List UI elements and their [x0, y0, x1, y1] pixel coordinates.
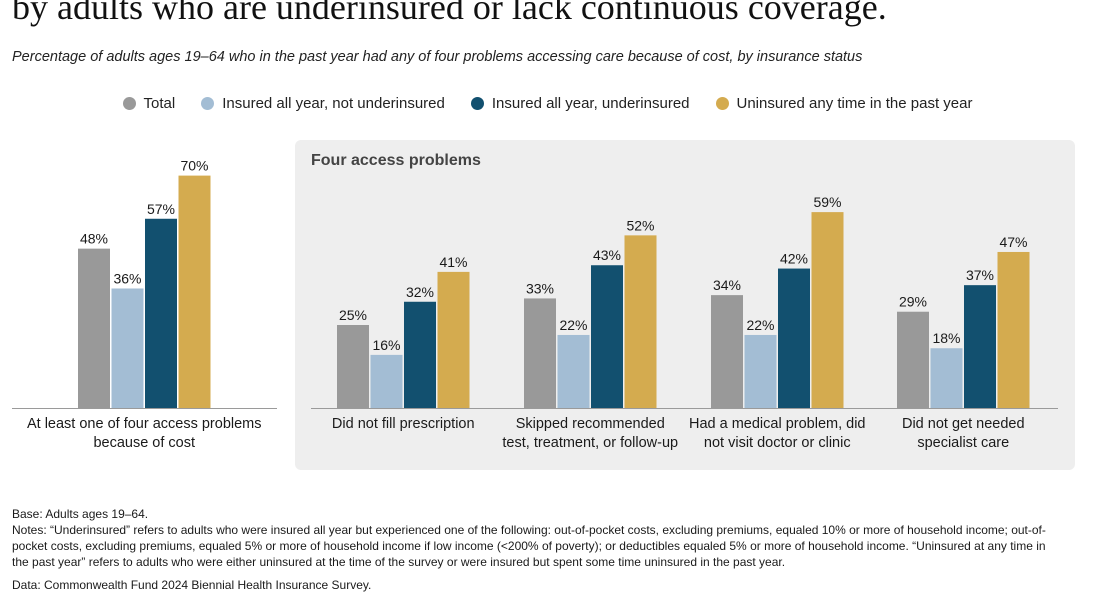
- legend-item-insured-underinsured: Insured all year, underinsured: [470, 95, 690, 112]
- bar-insured-all-year-underinsured-cat5: [964, 285, 996, 408]
- bar-insured-all-year-not-underinsured-cat1: [111, 288, 144, 408]
- bar-chart: 48% 36% 57% 70% At least one of four access …: [12, 158, 1058, 451]
- data-label-uninsured-any-time-in-the-past-year-cat1: 70%: [180, 158, 208, 174]
- legend-swatch-total: [122, 97, 136, 110]
- bar-insured-all-year-not-underinsured-cat5: [930, 348, 963, 408]
- data-label-total-cat1: 48%: [80, 231, 108, 247]
- footnotes: Base: Adults ages 19–64. Notes: “Underin…: [12, 506, 1062, 593]
- data-label-total-cat5: 29%: [899, 294, 927, 310]
- category-label-5-line-2: specialist care: [917, 435, 1009, 451]
- chart-subtitle: Percentage of adults ages 19–64 who in t…: [12, 49, 863, 65]
- bar-insured-all-year-underinsured-cat4: [778, 268, 810, 408]
- panel-title: Four access problems: [311, 152, 481, 169]
- data-label-insured-all-year-underinsured-cat3: 43%: [593, 247, 621, 263]
- data-label-uninsured-any-time-in-the-past-year-cat5: 47%: [999, 234, 1027, 250]
- bar-insured-all-year-underinsured-cat3: [591, 265, 623, 408]
- legend-label-insured-not-underinsured: Insured all year, not underinsured: [222, 95, 445, 112]
- data-label-insured-all-year-underinsured-cat1: 57%: [147, 201, 175, 217]
- bar-uninsured-any-time-in-the-past-year-cat4: [811, 212, 844, 408]
- data-label-total-cat2: 25%: [339, 307, 367, 323]
- bar-total-cat2: [337, 325, 369, 408]
- category-label-5-line-1: Did not get needed: [902, 416, 1025, 432]
- footnote-base: Base: Adults ages 19–64.: [12, 507, 149, 521]
- legend-item-insured-not-underinsured: Insured all year, not underinsured: [201, 95, 445, 112]
- bar-insured-all-year-not-underinsured-cat2: [370, 354, 403, 408]
- data-label-insured-all-year-not-underinsured-cat1: 36%: [113, 270, 141, 286]
- category-label-1-line-2: because of cost: [93, 435, 195, 451]
- category-label-4-line-1: Had a medical problem, did: [689, 416, 866, 432]
- bar-insured-all-year-not-underinsured-cat3: [557, 334, 590, 408]
- data-label-insured-all-year-not-underinsured-cat4: 22%: [746, 317, 774, 333]
- category-label-1-line-1: At least one of four access problems: [27, 416, 262, 432]
- category-label-2-line-1: Did not fill prescription: [332, 416, 475, 432]
- data-label-insured-all-year-underinsured-cat2: 32%: [406, 284, 434, 300]
- bar-total-cat4: [711, 295, 743, 408]
- bar-uninsured-any-time-in-the-past-year-cat2: [437, 271, 470, 408]
- legend-swatch-uninsured: [715, 97, 729, 110]
- data-label-insured-all-year-not-underinsured-cat2: 16%: [372, 337, 400, 353]
- legend: Total Insured all year, not underinsured…: [0, 95, 1095, 112]
- legend-label-insured-underinsured: Insured all year, underinsured: [491, 95, 690, 112]
- chart-title: by adults who are underinsured or lack c…: [12, 0, 887, 27]
- data-label-uninsured-any-time-in-the-past-year-cat4: 59%: [813, 194, 841, 210]
- bar-total-cat3: [524, 298, 556, 408]
- bar-insured-all-year-underinsured-cat1: [145, 218, 177, 408]
- bar-total-cat1: [78, 248, 110, 408]
- category-label-4-line-2: not visit doctor or clinic: [704, 435, 851, 451]
- legend-item-total: Total: [122, 95, 176, 112]
- bar-total-cat5: [897, 311, 929, 408]
- category-label-3-line-1: Skipped recommended: [516, 416, 665, 432]
- data-label-insured-all-year-not-underinsured-cat3: 22%: [559, 317, 587, 333]
- data-label-uninsured-any-time-in-the-past-year-cat3: 52%: [626, 217, 654, 233]
- legend-item-uninsured: Uninsured any time in the past year: [715, 95, 973, 112]
- data-label-insured-all-year-underinsured-cat4: 42%: [780, 251, 808, 267]
- data-label-total-cat4: 34%: [713, 277, 741, 293]
- footnote-data-source: Data: Commonwealth Fund 2024 Biennial He…: [12, 578, 372, 592]
- data-label-insured-all-year-underinsured-cat5: 37%: [966, 267, 994, 283]
- category-label-3-line-2: test, treatment, or follow-up: [502, 435, 678, 451]
- bar-insured-all-year-underinsured-cat2: [404, 301, 436, 408]
- bar-insured-all-year-not-underinsured-cat4: [744, 334, 777, 408]
- data-label-insured-all-year-not-underinsured-cat5: 18%: [932, 330, 960, 346]
- data-label-uninsured-any-time-in-the-past-year-cat2: 41%: [439, 254, 467, 270]
- legend-swatch-insured-underinsured: [470, 97, 484, 110]
- bar-uninsured-any-time-in-the-past-year-cat1: [178, 175, 211, 408]
- bar-uninsured-any-time-in-the-past-year-cat3: [624, 235, 657, 408]
- bar-uninsured-any-time-in-the-past-year-cat5: [997, 251, 1030, 408]
- legend-label-uninsured: Uninsured any time in the past year: [736, 95, 973, 112]
- data-label-total-cat3: 33%: [526, 280, 554, 296]
- legend-label-total: Total: [143, 95, 176, 112]
- footnote-notes: Notes: “Underinsured” refers to adults w…: [12, 523, 1046, 569]
- legend-swatch-insured-not-underinsured: [201, 97, 215, 110]
